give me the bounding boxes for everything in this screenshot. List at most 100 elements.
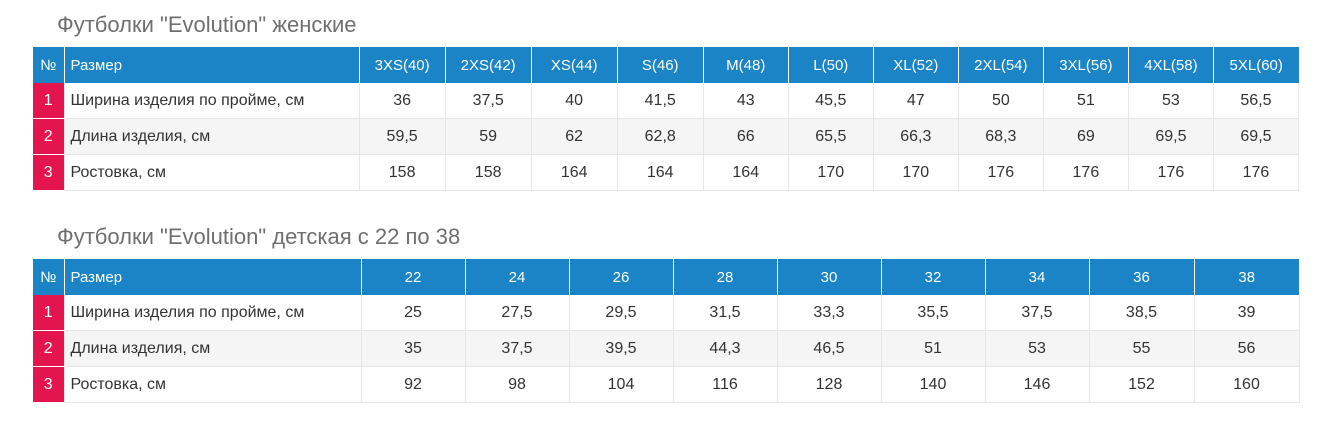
table-cell: 68,3	[957, 118, 1044, 155]
table-cell: 39	[1193, 295, 1300, 331]
table-cell: 140	[880, 366, 985, 403]
table-cell: 164	[616, 154, 704, 191]
size-label-header: Размер	[63, 259, 361, 295]
table-cell: 37,5	[464, 330, 569, 367]
size-header: 3XS(40)	[358, 47, 446, 83]
table-cell: 65,5	[787, 118, 874, 155]
table-cell: 69	[1042, 118, 1129, 155]
table-cell: 69,5	[1212, 118, 1300, 155]
size-header: 22	[360, 259, 465, 295]
size-header: XS(44)	[530, 47, 618, 83]
size-header: 4XL(58)	[1127, 47, 1214, 83]
table-cell: 62	[530, 118, 618, 155]
table-cell: 51	[880, 330, 985, 367]
table-cell: 59,5	[358, 118, 446, 155]
table-cell: 46,5	[776, 330, 881, 367]
table-cell: 66	[702, 118, 789, 155]
row-label: Ростовка, см	[63, 154, 360, 191]
table-cell: 176	[1212, 154, 1300, 191]
table-cell: 25	[360, 295, 465, 331]
table-cell: 51	[1042, 83, 1129, 119]
table-cell: 43	[702, 83, 789, 119]
size-header: 28	[672, 259, 777, 295]
kids-table-title: Футболки "Evolution" детская с 22 по 38	[57, 224, 461, 249]
table-cell: 27,5	[464, 295, 569, 331]
table-cell: 62,8	[616, 118, 704, 155]
table-cell: 38,5	[1088, 295, 1194, 331]
size-header: XL(52)	[872, 47, 959, 83]
table-cell: 50	[957, 83, 1044, 119]
table-row: 3 Ростовка, см 92 98 104 116 128 140 146…	[33, 366, 1300, 403]
table-row: 1 Ширина изделия по пройме, см 36 37,5 4…	[33, 83, 1300, 119]
row-label: Ширина изделия по пройме, см	[63, 83, 360, 119]
size-header: L(50)	[787, 47, 874, 83]
table-cell: 69,5	[1127, 118, 1214, 155]
size-header: 5XL(60)	[1212, 47, 1299, 83]
table-cell: 104	[568, 366, 673, 403]
table-cell: 35	[360, 330, 465, 367]
table-cell: 170	[872, 154, 959, 191]
number-column-header: №	[33, 259, 64, 295]
row-number-badge: 3	[33, 366, 64, 403]
table-row: 1 Ширина изделия по пройме, см 25 27,5 2…	[33, 295, 1300, 331]
row-label: Ширина изделия по пройме, см	[63, 295, 361, 331]
table-header-row: № Размер 3XS(40) 2XS(42) XS(44) S(46) M(…	[33, 47, 1299, 83]
table-cell: 128	[776, 366, 881, 403]
size-header: 32	[880, 259, 985, 295]
table-row: 2 Длина изделия, см 35 37,5 39,5 44,3 46…	[33, 330, 1300, 367]
size-header: 24	[464, 259, 569, 295]
size-header: 30	[776, 259, 881, 295]
row-number-badge: 2	[33, 330, 64, 367]
womens-size-section: Футболки "Evolution" женские № Размер 3X…	[33, 0, 1300, 191]
kids-size-section: Футболки "Evolution" детская с 22 по 38 …	[33, 212, 1300, 403]
table-cell: 31,5	[672, 295, 777, 331]
table-cell: 160	[1193, 366, 1300, 403]
size-header: 38	[1193, 259, 1299, 295]
table-cell: 170	[787, 154, 874, 191]
size-header: 26	[568, 259, 673, 295]
table-cell: 45,5	[787, 83, 874, 119]
table-cell: 53	[1127, 83, 1214, 119]
row-number-badge: 1	[33, 295, 64, 331]
table-cell: 40	[530, 83, 618, 119]
table-cell: 47	[872, 83, 959, 119]
row-label: Ростовка, см	[63, 366, 361, 403]
size-header: 34	[984, 259, 1089, 295]
size-header: M(48)	[702, 47, 789, 83]
table-cell: 176	[1127, 154, 1214, 191]
womens-table-title: Футболки "Evolution" женские	[57, 12, 357, 37]
table-cell: 158	[444, 154, 532, 191]
womens-size-table: № Размер 3XS(40) 2XS(42) XS(44) S(46) M(…	[33, 47, 1300, 191]
table-cell: 56,5	[1212, 83, 1300, 119]
size-header: 2XL(54)	[957, 47, 1044, 83]
table-cell: 41,5	[616, 83, 704, 119]
table-cell: 59	[444, 118, 532, 155]
table-cell: 35,5	[880, 295, 985, 331]
size-header: 2XS(42)	[444, 47, 532, 83]
table-cell: 116	[672, 366, 777, 403]
table-cell: 176	[1042, 154, 1129, 191]
table-cell: 37,5	[984, 295, 1089, 331]
table-cell: 53	[984, 330, 1089, 367]
table-cell: 146	[984, 366, 1089, 403]
table-row: 2 Длина изделия, см 59,5 59 62 62,8 66 6…	[33, 118, 1300, 155]
number-column-header: №	[33, 47, 64, 83]
table-cell: 33,3	[776, 295, 881, 331]
table-cell: 39,5	[568, 330, 673, 367]
table-cell: 37,5	[444, 83, 532, 119]
size-label-header: Размер	[63, 47, 360, 83]
table-cell: 98	[464, 366, 569, 403]
table-row: 3 Ростовка, см 158 158 164 164 164 170 1…	[33, 154, 1300, 191]
row-number-badge: 3	[33, 154, 64, 191]
table-cell: 92	[360, 366, 465, 403]
size-header: 36	[1088, 259, 1194, 295]
table-cell: 36	[358, 83, 446, 119]
kids-size-table: № Размер 22 24 26 28 30 32 34 36 38 1 Ши…	[33, 259, 1300, 403]
table-cell: 66,3	[872, 118, 959, 155]
table-cell: 55	[1088, 330, 1194, 367]
row-label: Длина изделия, см	[63, 118, 360, 155]
row-number-badge: 1	[33, 83, 64, 119]
table-cell: 164	[530, 154, 618, 191]
table-cell: 152	[1088, 366, 1194, 403]
row-label: Длина изделия, см	[63, 330, 361, 367]
